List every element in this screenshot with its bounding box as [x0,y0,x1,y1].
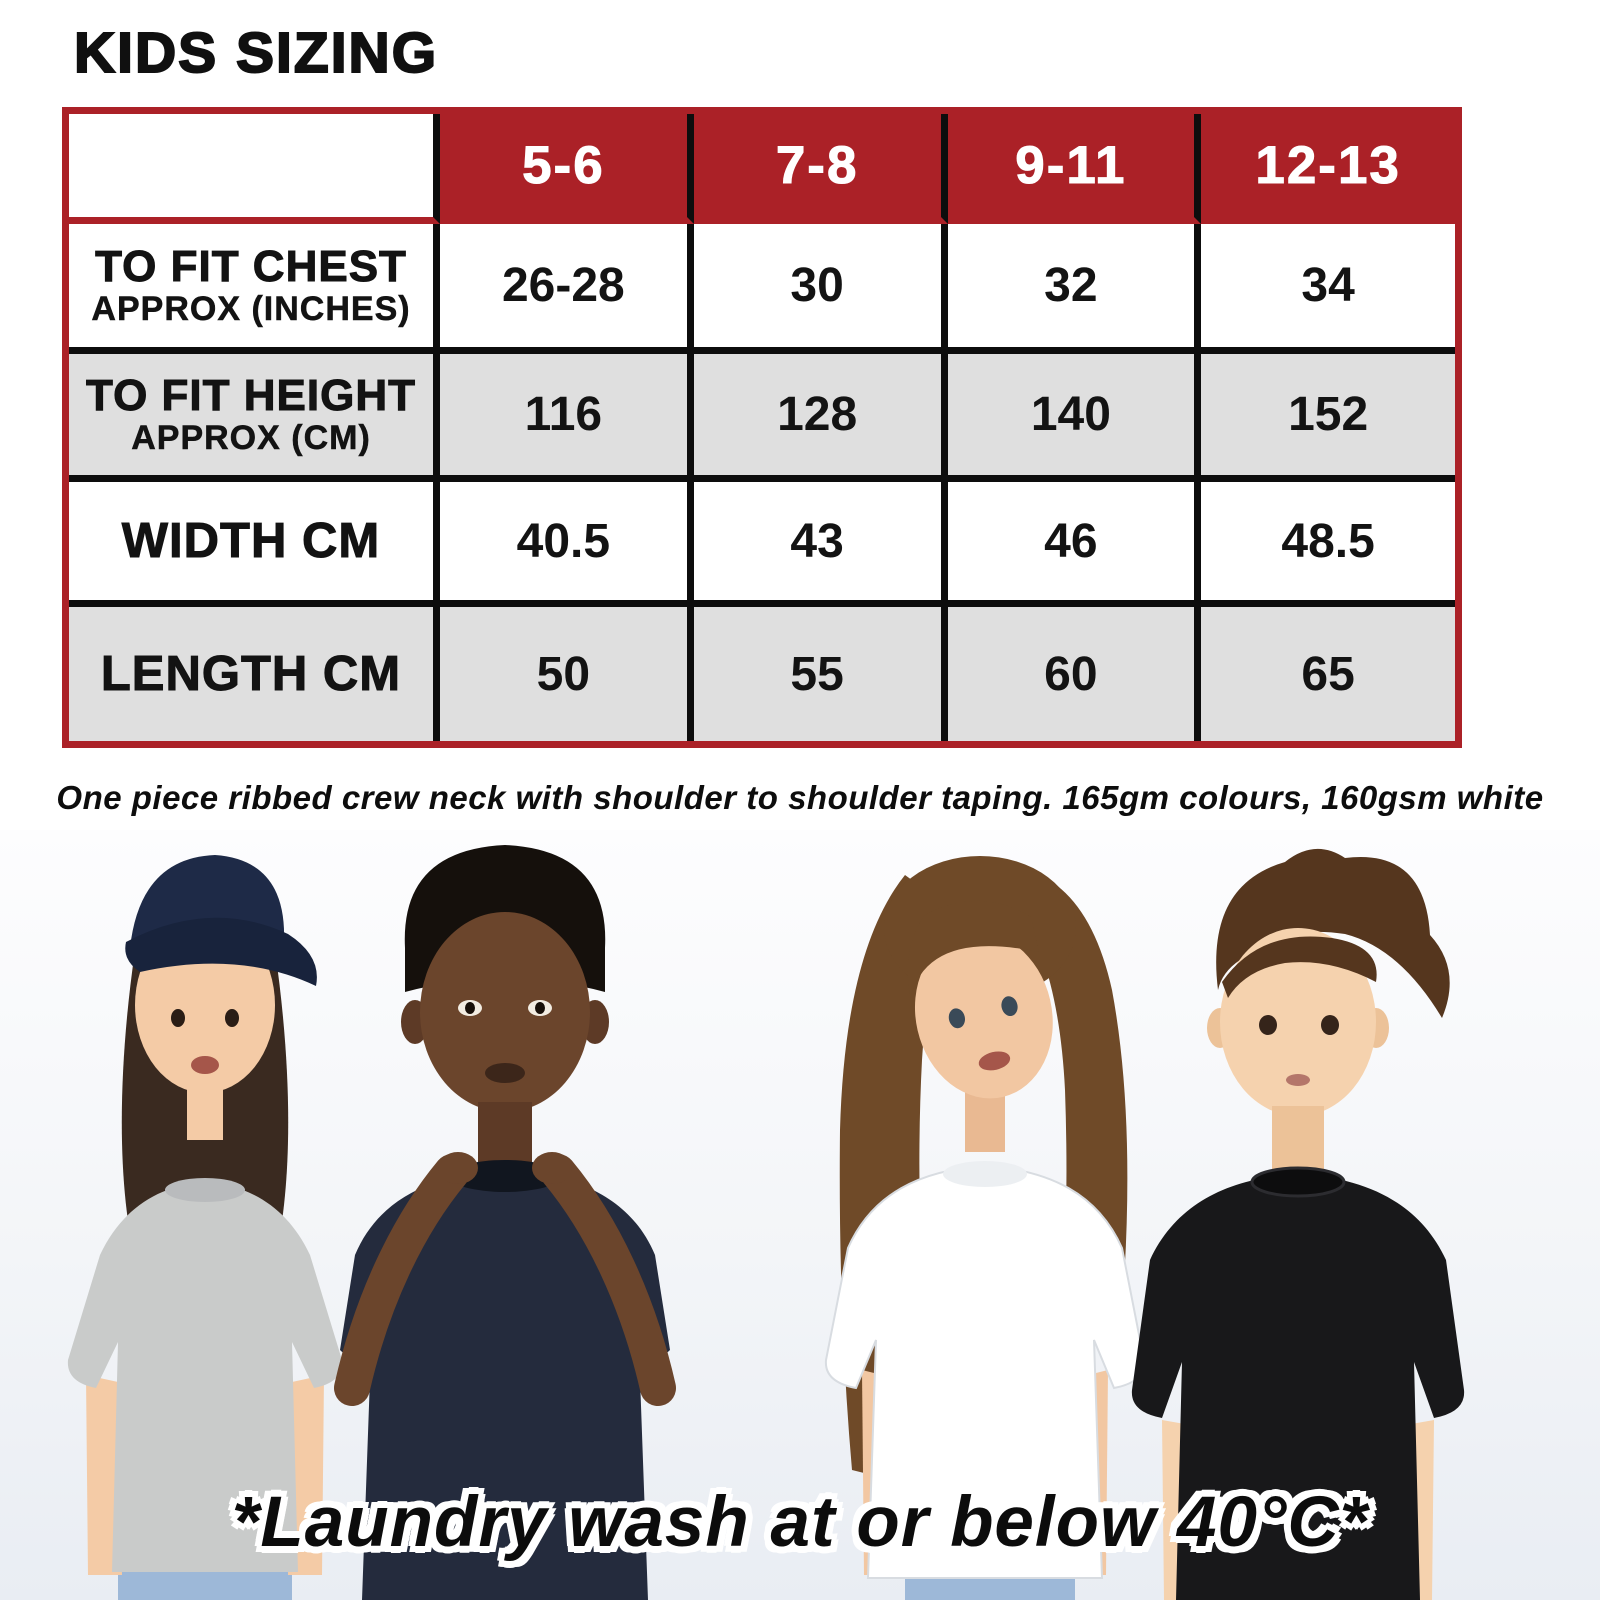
row-label-length: LENGTH CM [69,607,440,741]
kid-3-head [907,900,1053,1099]
kid-4-mouth [1286,1074,1310,1086]
laundry-caption: *Laundry wash at or below 40°C* [231,1483,1369,1562]
cell-height-age-2: 128 [693,354,948,482]
cell-length-age-1: 50 [440,607,694,741]
kids-photo-strip [0,830,1600,1600]
kids-sizing-table: 5-6 7-8 9-11 12-13 TO FIT CHEST APPROX (… [62,107,1462,748]
kid-2-mouth [485,1063,525,1083]
kid-1-shirt [67,1182,343,1572]
cell-length-age-3: 60 [947,607,1202,741]
cell-chest-age-4: 34 [1201,224,1455,354]
row-label-height-line1: TO FIT HEIGHT [86,371,416,421]
cell-width-age-1: 40.5 [440,482,694,607]
photo-kid-1-girl-grey-tee [67,855,343,1600]
col-header-age-4: 12-13 [1201,114,1455,224]
cell-width-age-3: 46 [947,482,1202,607]
page-title: KIDS SIZING [73,20,439,86]
kid-1-eye-left [171,1009,185,1027]
kid-1-neck [187,1085,223,1140]
kid-4-shirt [1131,1174,1465,1600]
col-header-age-3: 9-11 [947,114,1202,224]
cell-chest-age-1: 26-28 [440,224,694,354]
kid-2-shirt [340,1170,670,1600]
kid-1-eye-right [225,1009,239,1027]
row-label-length-line1: LENGTH CM [100,646,402,701]
kid-2-forearm-right [540,1154,676,1406]
cell-length-age-4: 65 [1201,607,1455,741]
kid-3-collar [943,1161,1027,1187]
cell-width-age-2: 43 [693,482,948,607]
cell-height-age-4: 152 [1201,354,1455,482]
row-label-height: TO FIT HEIGHT APPROX (CM) [69,354,440,482]
kid-4-face [1220,928,1376,1116]
row-label-chest-line1: TO FIT CHEST [95,242,407,292]
row-label-width-line1: WIDTH CM [121,513,381,568]
kid-2-face [420,912,590,1112]
cell-length-age-2: 55 [693,607,948,741]
kid-1-mouth [191,1056,219,1074]
kid-1-arm-right [288,1375,324,1575]
table-corner-cell [69,114,440,224]
kid-2-eye-right [535,1002,545,1014]
row-label-chest-line2: APPROX (INCHES) [91,289,411,328]
kid-4-neck [1272,1106,1324,1172]
kid-1-arm-left [86,1375,122,1575]
kid-3-neck [965,1090,1005,1152]
photo-kid-3-girl-white-tee [824,856,1146,1600]
photo-kid-2-boy-navy-tee [334,845,676,1600]
kid-4-eye-left [1259,1015,1277,1035]
row-label-chest: TO FIT CHEST APPROX (INCHES) [69,224,440,354]
photo-kid-4-boy-black-tee [1131,848,1465,1600]
kid-3-mouth [978,1051,1011,1071]
kid-3-face [914,931,1053,1099]
kid-2-hand-right [532,1152,572,1184]
cell-height-age-1: 116 [440,354,694,482]
kids-illustration [67,845,1465,1600]
row-label-width: WIDTH CM [69,482,440,607]
kid-3-eye-right [1001,996,1018,1017]
kid-1-collar [165,1178,245,1202]
cell-chest-age-2: 30 [693,224,948,354]
kid-2-forearm-left [334,1154,470,1406]
kid-4-eye-right [1321,1015,1339,1035]
kid-2-hand-left [438,1152,478,1184]
kid-3-fringe [907,900,1040,999]
cell-height-age-3: 140 [947,354,1202,482]
kid-2-eye-left [465,1002,475,1014]
cell-width-age-4: 48.5 [1201,482,1455,607]
kid-3-shirt [824,1164,1146,1579]
fabric-description: One piece ribbed crew neck with shoulder… [56,779,1544,816]
cell-chest-age-3: 32 [947,224,1202,354]
kid-1-cap-brim [125,917,317,986]
col-header-age-1: 5-6 [440,114,694,224]
kid-4-fringe [1222,936,1377,998]
col-header-age-2: 7-8 [693,114,948,224]
kid-4-collar [1250,1166,1346,1198]
row-label-height-line2: APPROX (CM) [131,418,371,457]
kid-4-hair [1216,848,1450,1018]
kid-3-eye-left [948,1008,966,1029]
